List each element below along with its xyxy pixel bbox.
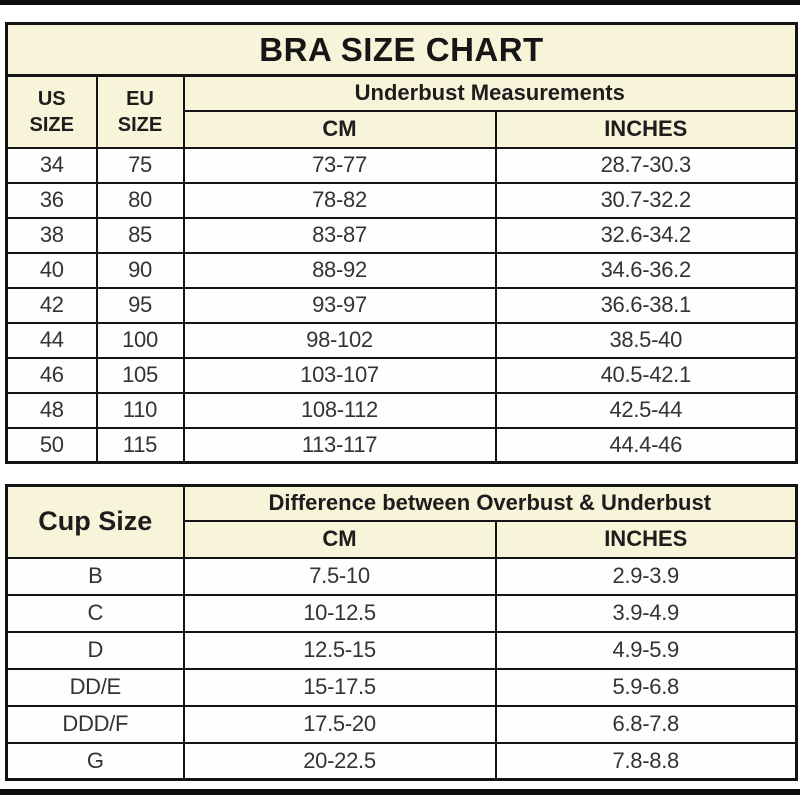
inches-range-cell: 7.8-8.8 [494,741,798,781]
cm-range-cell: 17.5-20 [182,704,497,744]
cm-column-header: CM [182,109,497,149]
underbust-size-table: BRA SIZE CHART US SIZE EU SIZE Underbust… [5,22,799,464]
inches-range-cell: 38.5-40 [494,321,798,359]
cm-range-cell: 93-97 [182,286,497,324]
inches-range-cell: 36.6-38.1 [494,286,798,324]
inches-column-header: INCHES [494,109,798,149]
eu-size-cell: 85 [95,216,185,254]
eu-size-cell: 110 [95,391,185,429]
cup-size-cell: DD/E [5,667,185,707]
us-size-cell: 38 [5,216,98,254]
inches-range-cell: 42.5-44 [494,391,798,429]
size-row-38: 38 85 83-87 32.6-34.2 [5,216,798,254]
us-size-column-header: US SIZE [5,74,98,149]
inches-range-cell: 2.9-3.9 [494,556,798,596]
eu-size-column-header: EU SIZE [95,74,185,149]
cup-row-d: D 12.5-15 4.9-5.9 [5,630,798,670]
us-size-cell: 36 [5,181,98,219]
us-size-cell: 42 [5,286,98,324]
cm-range-cell: 12.5-15 [182,630,497,670]
cup-row-c: C 10-12.5 3.9-4.9 [5,593,798,633]
size-table-header-row-2: CM INCHES [7,109,798,149]
eu-size-cell: 105 [95,356,185,394]
difference-group-header: Difference between Overbust & Underbust [182,484,798,522]
cup-size-cell: DDD/F [5,704,185,744]
size-row-42: 42 95 93-97 36.6-38.1 [5,286,798,324]
inches-range-cell: 44.4-46 [494,426,798,464]
cup-size-cell: D [5,630,185,670]
us-size-cell: 50 [5,426,98,464]
bottom-border-bar [0,789,800,795]
size-row-44: 44 100 98-102 38.5-40 [5,321,798,359]
cup-table-header-row-2: CM INCHES [7,519,798,559]
size-row-50: 50 115 113-117 44.4-46 [5,426,798,464]
cup-row-ddd-f: DDD/F 17.5-20 6.8-7.8 [5,704,798,744]
inches-range-cell: 5.9-6.8 [494,667,798,707]
size-row-48: 48 110 108-112 42.5-44 [5,391,798,429]
cup-size-cell: G [5,741,185,781]
cup-row-dd-e: DD/E 15-17.5 5.9-6.8 [5,667,798,707]
inches-range-cell: 3.9-4.9 [494,593,798,633]
size-row-46: 46 105 103-107 40.5-42.1 [5,356,798,394]
cm-range-cell: 113-117 [182,426,497,464]
size-row-40: 40 90 88-92 34.6-36.2 [5,251,798,289]
cup-size-table: Cup Size Difference between Overbust & U… [5,484,799,781]
cup-table-header-row-1: Cup Size Difference between Overbust & U… [5,484,798,559]
us-size-cell: 34 [5,146,98,184]
inches-range-cell: 34.6-36.2 [494,251,798,289]
cm-range-cell: 108-112 [182,391,497,429]
size-row-36: 36 80 78-82 30.7-32.2 [5,181,798,219]
eu-size-cell: 90 [95,251,185,289]
title-row: BRA SIZE CHART [5,22,798,77]
cup-size-column-header: Cup Size [5,484,185,559]
inches-range-cell: 28.7-30.3 [494,146,798,184]
cm-range-cell: 15-17.5 [182,667,497,707]
us-size-header-label: US SIZE [29,87,74,136]
eu-size-header-label: EU SIZE [117,87,163,136]
cm-range-cell: 88-92 [182,251,497,289]
cup-size-cell: B [5,556,185,596]
inches-range-cell: 40.5-42.1 [494,356,798,394]
inches-range-cell: 6.8-7.8 [494,704,798,744]
eu-size-cell: 95 [95,286,185,324]
cm-range-cell: 20-22.5 [182,741,497,781]
cm-range-cell: 83-87 [182,216,497,254]
chart-title: BRA SIZE CHART [5,22,798,77]
us-size-cell: 48 [5,391,98,429]
inches-range-cell: 30.7-32.2 [494,181,798,219]
eu-size-cell: 100 [95,321,185,359]
cm-range-cell: 73-77 [182,146,497,184]
cup-row-g: G 20-22.5 7.8-8.8 [5,741,798,781]
cm-column-header: CM [182,519,497,559]
inches-range-cell: 32.6-34.2 [494,216,798,254]
cm-range-cell: 78-82 [182,181,497,219]
us-size-cell: 46 [5,356,98,394]
eu-size-cell: 115 [95,426,185,464]
cm-range-cell: 98-102 [182,321,497,359]
size-table-header-row-1: US SIZE EU SIZE Underbust Measurements [5,74,798,149]
inches-column-header: INCHES [494,519,798,559]
underbust-group-header: Underbust Measurements [182,74,798,112]
cm-range-cell: 103-107 [182,356,497,394]
cm-range-cell: 7.5-10 [182,556,497,596]
cup-size-cell: C [5,593,185,633]
eu-size-cell: 75 [95,146,185,184]
eu-size-cell: 80 [95,181,185,219]
cup-row-b: B 7.5-10 2.9-3.9 [5,556,798,596]
top-border-bar [0,0,800,5]
size-row-34: 34 75 73-77 28.7-30.3 [5,146,798,184]
us-size-cell: 44 [5,321,98,359]
inches-range-cell: 4.9-5.9 [494,630,798,670]
us-size-cell: 40 [5,251,98,289]
cm-range-cell: 10-12.5 [182,593,497,633]
